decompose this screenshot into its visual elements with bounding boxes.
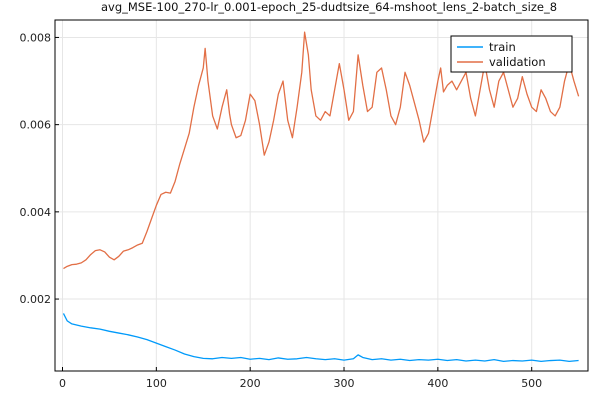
y-tick-label: 0.004 [20, 206, 52, 219]
series-line-train [62, 313, 579, 363]
legend-box [450, 35, 573, 73]
x-tick-label: 100 [146, 377, 167, 390]
tick-labels: 0 100 200 300 400 500 0.002 0.004 0.006 0.008 [20, 31, 543, 390]
x-tick-label: 400 [427, 377, 448, 390]
y-tick-label: 0.002 [20, 293, 52, 306]
chart-title: avg_MSE-100_270-lr_0.001-epoch_25-dudtsi… [101, 0, 557, 14]
series-layer [62, 31, 580, 363]
y-tick-label: 0.008 [20, 31, 52, 44]
series-line-validation [63, 31, 580, 270]
x-tick-label: 300 [334, 377, 355, 390]
grid [55, 20, 588, 371]
x-tick-label: 0 [59, 377, 66, 390]
plot-frame [54, 19, 589, 372]
x-tick-label: 500 [521, 377, 542, 390]
legend-label-train: train [489, 40, 516, 54]
legend-label-validation: validation [489, 55, 546, 69]
x-tick-label: 200 [240, 377, 261, 390]
y-tick-label: 0.006 [20, 119, 52, 132]
